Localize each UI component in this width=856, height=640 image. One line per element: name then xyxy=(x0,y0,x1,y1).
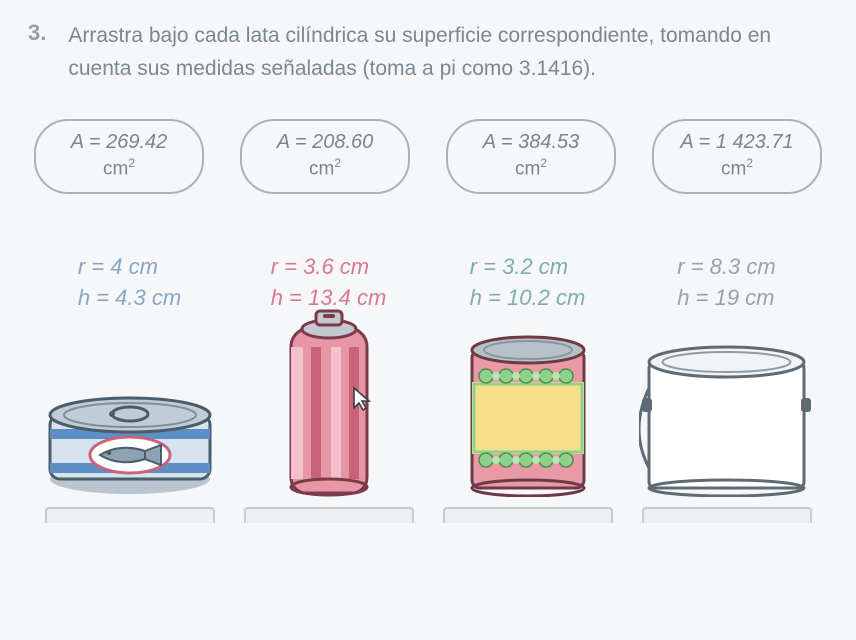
question-number: 3. xyxy=(28,20,46,46)
drop-zone-3[interactable] xyxy=(443,507,613,523)
chip-a3[interactable]: A = 384.53 cm2 xyxy=(446,119,616,194)
drop-zone-4[interactable] xyxy=(642,507,812,523)
drop-zone-2[interactable] xyxy=(244,507,414,523)
chip-unit: cm2 xyxy=(472,156,590,180)
soda-can-icon xyxy=(279,307,379,497)
paint-bucket-icon xyxy=(639,342,814,497)
chip-unit: cm2 xyxy=(266,156,384,180)
chip-a2[interactable]: A = 208.60 cm2 xyxy=(240,119,410,194)
chip-a4[interactable]: A = 1 423.71 cm2 xyxy=(652,119,822,194)
answer-chips: A = 269.42 cm2 A = 208.60 cm2 A = 384.53… xyxy=(28,119,828,194)
drop-zone-1[interactable] xyxy=(45,507,215,523)
decorated-can-icon xyxy=(464,332,592,497)
chip-value: A = 269.42 xyxy=(60,131,178,154)
can-paint-bucket: r = 8.3 cm h = 19 cm xyxy=(627,252,826,497)
can-dimensions: r = 3.6 cm h = 13.4 cm xyxy=(271,252,387,313)
can-dimensions: r = 8.3 cm h = 19 cm xyxy=(677,252,775,313)
can-soda: r = 3.6 cm h = 13.4 cm xyxy=(229,252,428,497)
chip-unit: cm2 xyxy=(678,156,796,180)
can-dimensions: r = 4 cm h = 4.3 cm xyxy=(78,252,181,313)
chip-value: A = 208.60 xyxy=(266,131,384,154)
question-text: Arrastra bajo cada lata cilíndrica su su… xyxy=(68,20,798,85)
can-decorated: r = 3.2 cm h = 10.2 cm xyxy=(428,252,627,497)
cans-row: r = 4 cm h = 4.3 cm r = 3.6 cm xyxy=(28,252,828,497)
tuna-can-icon xyxy=(45,387,215,497)
can-dimensions: r = 3.2 cm h = 10.2 cm xyxy=(470,252,586,313)
chip-a1[interactable]: A = 269.42 cm2 xyxy=(34,119,204,194)
chip-unit: cm2 xyxy=(60,156,178,180)
drop-targets xyxy=(28,507,828,523)
can-tuna: r = 4 cm h = 4.3 cm xyxy=(30,252,229,497)
chip-value: A = 1 423.71 xyxy=(678,131,796,154)
chip-value: A = 384.53 xyxy=(472,131,590,154)
